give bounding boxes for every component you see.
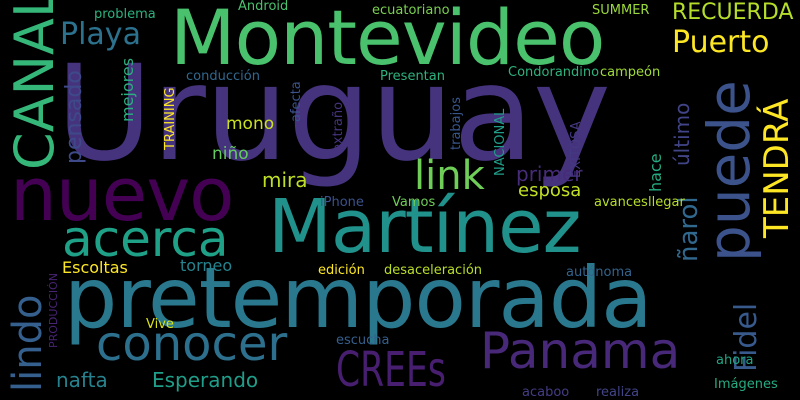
word-primer: primer <box>516 162 583 186</box>
word-torneo: torneo <box>180 256 233 275</box>
word-pretemporada: pretemporada <box>64 249 653 347</box>
word-martinez: Martínez <box>268 184 581 270</box>
word-nafta: nafta <box>56 368 108 392</box>
word-escoltas: Escoltas <box>62 258 128 277</box>
word-tendra: TENDRÁ <box>757 98 797 238</box>
word-imagenes: Imágenes <box>714 377 778 392</box>
word-hace: hace <box>646 153 665 192</box>
word-puede: puede <box>695 80 763 262</box>
word-afecta: afecta <box>289 81 304 122</box>
word-acerca: acerca <box>62 210 229 268</box>
word-mira: mira <box>262 168 308 192</box>
word-nacional: NACIONAL <box>493 108 508 176</box>
word-esperando: Esperando <box>152 368 259 392</box>
word-playa: Playa <box>60 17 141 52</box>
word-autonoma: autónoma <box>566 265 633 280</box>
word-puerto: Puerto <box>672 25 770 60</box>
word-ahora: ahora <box>716 353 754 368</box>
word-conocer: conocer <box>96 316 288 372</box>
word-lindo: lindo <box>5 294 51 392</box>
word-trabajos: trabajos <box>449 97 464 150</box>
word-android: Android <box>238 0 289 14</box>
word-recuerda: RECUERDA <box>672 0 794 25</box>
word-edicion: edición <box>318 263 365 278</box>
word-summer: SUMMER <box>592 3 650 18</box>
word-link: link <box>414 153 485 199</box>
word-training: TRAINING <box>163 87 178 150</box>
word-iphone: iPhone <box>320 195 364 210</box>
word-problema: problema <box>94 7 156 22</box>
word-nuevo: nuevo <box>10 152 234 238</box>
word-nino: niño <box>212 144 249 164</box>
word-campeon: campeón <box>600 65 661 80</box>
word-mejores: mejores <box>118 57 137 122</box>
word-conduccion: conducción <box>186 69 260 84</box>
word-pensado: pensado <box>62 70 87 164</box>
word-vive: Vive <box>146 317 174 332</box>
word-escucha: escucha <box>336 333 390 348</box>
word-ecuatoriano: ecuatoriano <box>372 3 450 18</box>
word-mono: mono <box>226 114 275 134</box>
word-vamos: Vamos <box>392 195 436 210</box>
word-llegar: llegar <box>648 195 685 210</box>
word-uruguay: Uruguay <box>56 37 611 191</box>
word-exitosa: EXITOSA <box>569 121 584 178</box>
word-esposa: esposa <box>518 180 582 201</box>
word-desaceleracion: desaceleración <box>384 263 483 278</box>
word-presentan: Presentan <box>380 69 445 84</box>
word-ultimo: último <box>670 102 694 166</box>
word-montevideo: Montevideo <box>170 0 605 82</box>
word-avances: avances <box>594 195 648 210</box>
word-condorandino: Condorandino <box>508 65 600 80</box>
word-extrano: extraño <box>331 101 346 152</box>
word-acaboo: acaboo <box>522 385 570 400</box>
word-panama: Panama <box>480 322 681 380</box>
word-canal: CANAL <box>3 0 66 170</box>
word-realiza: realiza <box>596 385 640 400</box>
word-crees: CREEs <box>336 342 446 398</box>
word-produccion: PRODUCCIÓN <box>47 273 60 348</box>
